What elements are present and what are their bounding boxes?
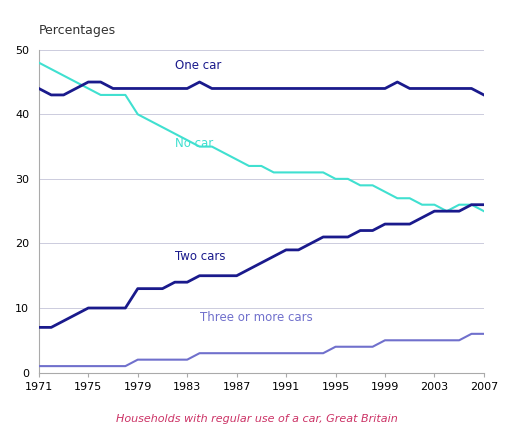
- Text: One car: One car: [175, 59, 221, 72]
- Text: Households with regular use of a car, Great Britain: Households with regular use of a car, Gr…: [115, 414, 398, 424]
- Text: Percentages: Percentages: [39, 24, 116, 37]
- Text: Three or more cars: Three or more cars: [200, 311, 312, 324]
- Text: No car: No car: [175, 137, 213, 150]
- Text: Two cars: Two cars: [175, 250, 225, 263]
